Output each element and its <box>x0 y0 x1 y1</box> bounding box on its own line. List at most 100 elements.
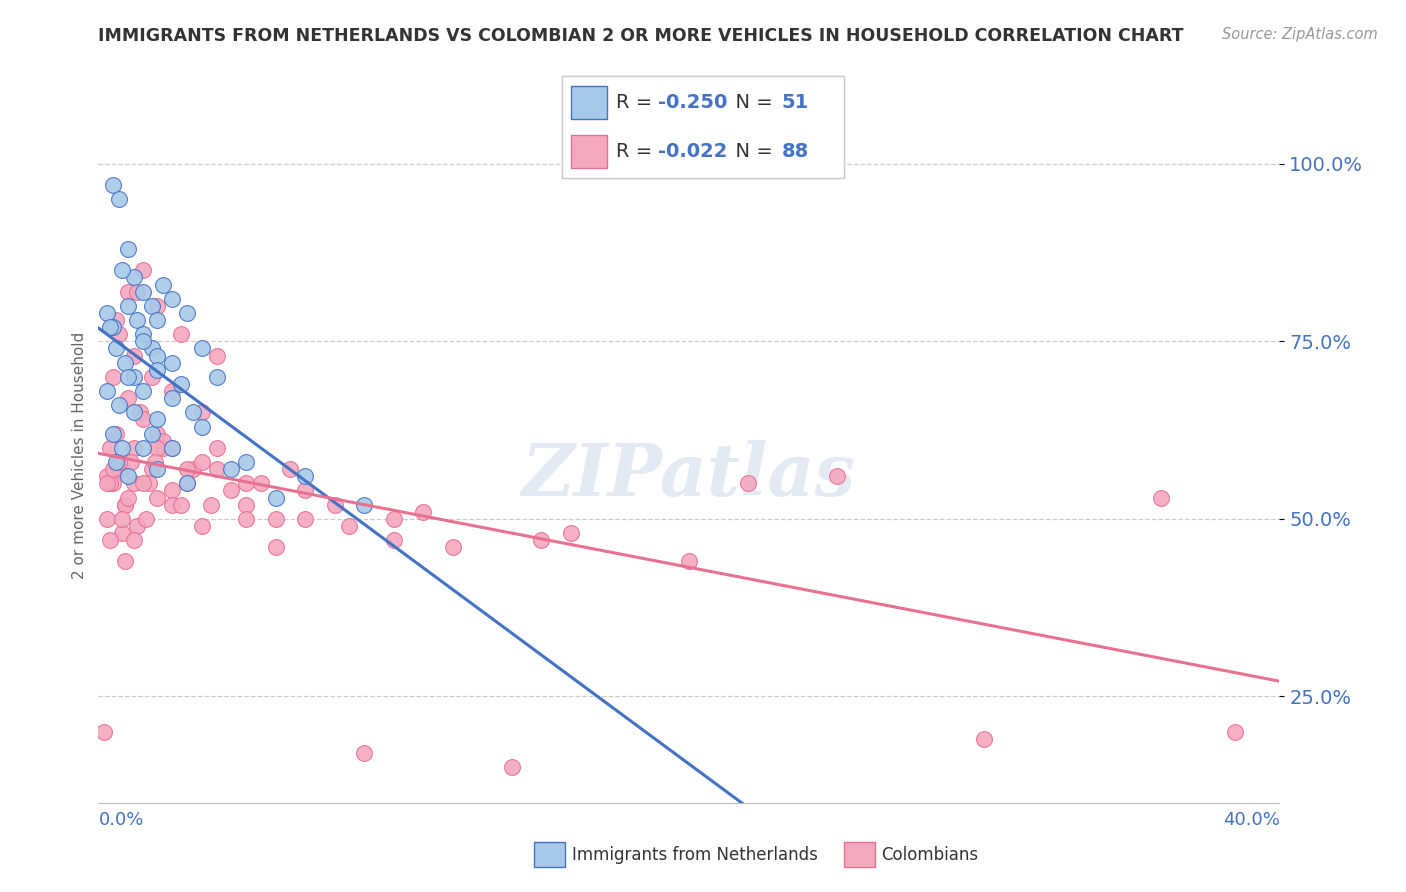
Point <box>117 469 139 483</box>
Point <box>117 285 139 299</box>
Point <box>111 441 134 455</box>
Point <box>530 533 553 548</box>
Point <box>98 441 121 455</box>
Point <box>103 426 125 441</box>
Point <box>108 192 131 206</box>
Point <box>138 476 160 491</box>
Point <box>105 313 128 327</box>
Point <box>96 306 118 320</box>
Point <box>103 462 125 476</box>
Point <box>191 519 214 533</box>
Point <box>191 342 214 356</box>
Point <box>132 412 155 426</box>
Point <box>146 441 169 455</box>
Point <box>117 242 139 256</box>
Point <box>152 434 174 448</box>
Point <box>176 306 198 320</box>
Point <box>323 498 346 512</box>
Text: N =: N = <box>723 142 779 161</box>
Point <box>114 554 136 568</box>
Point <box>146 299 169 313</box>
Point <box>235 512 257 526</box>
Point <box>146 412 169 426</box>
Point <box>141 369 163 384</box>
Point <box>146 462 169 476</box>
Point <box>125 519 148 533</box>
Point <box>294 512 316 526</box>
Point <box>132 476 155 491</box>
Point <box>135 512 157 526</box>
Point <box>93 724 115 739</box>
Text: IMMIGRANTS FROM NETHERLANDS VS COLOMBIAN 2 OR MORE VEHICLES IN HOUSEHOLD CORRELA: IMMIGRANTS FROM NETHERLANDS VS COLOMBIAN… <box>98 27 1184 45</box>
Point <box>170 498 193 512</box>
Point <box>162 441 183 455</box>
Text: ZIPatlas: ZIPatlas <box>522 441 856 511</box>
Point <box>264 491 287 505</box>
Y-axis label: 2 or more Vehicles in Household: 2 or more Vehicles in Household <box>72 331 87 579</box>
Point <box>973 731 995 746</box>
Point <box>278 462 302 476</box>
Point <box>191 455 214 469</box>
Text: R =: R = <box>616 93 658 112</box>
Point <box>412 505 434 519</box>
Point <box>122 405 145 419</box>
Point <box>176 476 198 491</box>
Point <box>205 462 228 476</box>
Point <box>152 441 174 455</box>
Point <box>382 533 405 548</box>
Point <box>181 405 204 419</box>
Point <box>120 455 142 469</box>
Point <box>105 342 128 356</box>
Point <box>122 270 145 285</box>
Point <box>219 483 243 498</box>
Point <box>176 476 198 491</box>
Point <box>162 483 183 498</box>
Text: 0.0%: 0.0% <box>98 811 143 829</box>
Point <box>146 349 169 363</box>
Text: 40.0%: 40.0% <box>1223 811 1279 829</box>
Point <box>146 313 169 327</box>
Point <box>501 760 523 774</box>
Point <box>191 419 214 434</box>
Point <box>105 426 128 441</box>
Point <box>825 469 848 483</box>
Point <box>114 498 136 512</box>
Point <box>170 376 193 391</box>
Point <box>146 426 169 441</box>
Point <box>132 327 155 342</box>
Point <box>132 285 155 299</box>
Point <box>122 349 145 363</box>
Point <box>560 526 582 541</box>
Point <box>108 398 131 412</box>
Point <box>1223 724 1246 739</box>
Point <box>737 476 759 491</box>
Point <box>141 299 163 313</box>
Point <box>294 469 316 483</box>
Point <box>132 441 155 455</box>
Text: Source: ZipAtlas.com: Source: ZipAtlas.com <box>1222 27 1378 42</box>
Point <box>111 526 134 541</box>
Text: Colombians: Colombians <box>882 846 979 863</box>
Point <box>103 178 125 193</box>
Point <box>141 426 163 441</box>
Text: 88: 88 <box>782 142 808 161</box>
Point <box>117 369 139 384</box>
Point <box>353 746 375 760</box>
Point <box>122 441 145 455</box>
Point <box>98 320 121 334</box>
Point <box>125 285 148 299</box>
Point <box>108 455 131 469</box>
Point <box>1150 491 1173 505</box>
Point <box>162 441 183 455</box>
Point <box>176 462 198 476</box>
Point <box>122 369 145 384</box>
Text: N =: N = <box>723 93 779 112</box>
Point <box>162 356 183 370</box>
Point <box>117 391 139 405</box>
Point <box>96 512 118 526</box>
Point <box>353 498 375 512</box>
Point <box>122 533 145 548</box>
Point <box>235 498 257 512</box>
Point <box>152 277 174 292</box>
Point <box>141 342 163 356</box>
